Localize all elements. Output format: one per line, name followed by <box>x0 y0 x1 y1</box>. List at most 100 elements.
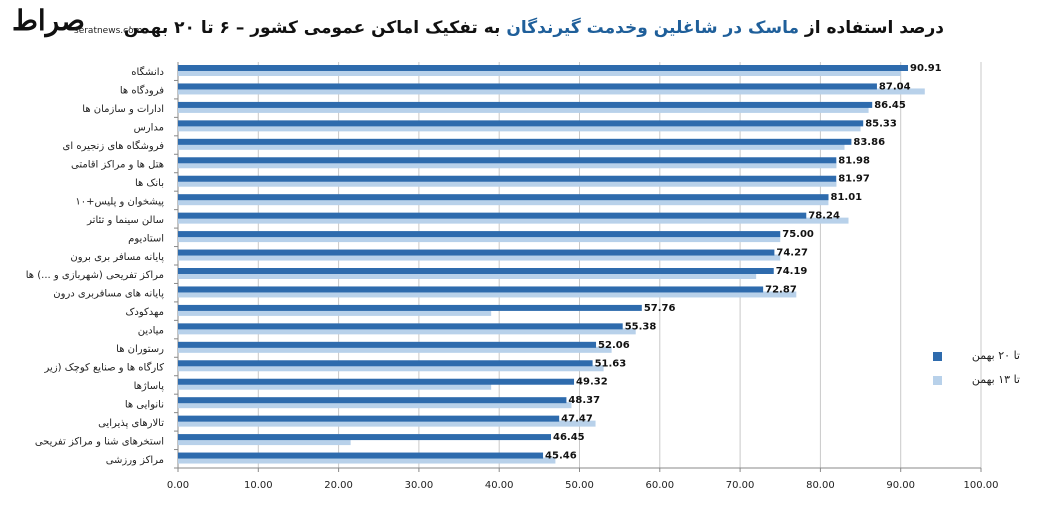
bar-series-1 <box>178 83 877 90</box>
bar-series-2 <box>178 309 492 316</box>
bar-chart: 0.00 10.00 20.00 30.00 40.00 50.00 60.00 70.00 8… <box>26 62 999 491</box>
bar-series-2 <box>178 402 572 409</box>
x-tick-label: 40.00 <box>485 480 514 491</box>
bar-series-1 <box>178 175 837 182</box>
data-label: 48.37 <box>568 395 600 406</box>
bar-series-1 <box>178 138 852 145</box>
bar-series-1 <box>178 157 837 164</box>
y-category-label: مراکز ورزشی <box>106 455 164 466</box>
x-tick-label: 0.00 <box>167 480 189 491</box>
data-label: 75.00 <box>782 229 814 240</box>
y-category-label: دانشگاه <box>131 66 164 78</box>
data-label: 47.47 <box>561 414 593 425</box>
bar-series-2 <box>178 273 757 279</box>
data-label: 55.38 <box>625 321 657 332</box>
bar-series-2 <box>178 180 837 187</box>
y-category-label: پایانه های مسافربری درون <box>53 289 164 300</box>
y-category-label: تالارهای پذیرایی <box>98 418 164 429</box>
y-category-label: پایانه مسافر بری برون <box>70 252 164 263</box>
bar-series-1 <box>178 341 597 348</box>
title-part-1: درصد استفاده از <box>799 18 944 38</box>
legend-swatch-series-2 <box>933 376 942 385</box>
legend-item-series-2: تا ۱۳ بهمن <box>920 372 1020 396</box>
data-label: 85.33 <box>865 118 897 129</box>
bar-series-2 <box>178 420 596 427</box>
bar-series-1 <box>178 249 775 256</box>
chart-title: درصد استفاده از ماسک در شاغلین وخدمت گیر… <box>124 18 944 38</box>
x-tick-label: 70.00 <box>726 480 755 491</box>
data-label: 87.04 <box>879 81 911 92</box>
legend-swatch-series-1 <box>933 352 942 361</box>
data-label: 74.19 <box>776 266 808 277</box>
bar-series-2 <box>178 70 901 76</box>
bar-series-2 <box>178 346 612 353</box>
y-category-label: مراکز تفریحی (شهربازی و ...) ها <box>26 270 164 281</box>
legend-label-series-1: تا ۲۰ بهمن <box>971 349 1020 362</box>
bar-series-2 <box>178 365 604 372</box>
x-tick-label: 50.00 <box>565 480 594 491</box>
bar-series-2 <box>178 254 781 261</box>
bar-series-1 <box>178 65 909 71</box>
x-tick-label: 90.00 <box>886 480 915 491</box>
data-label: 49.32 <box>576 377 608 388</box>
data-label: 86.45 <box>874 100 906 111</box>
x-tick-label: 80.00 <box>806 480 835 491</box>
bar-series-1 <box>178 397 567 404</box>
legend-item-series-1: تا ۲۰ بهمن <box>920 348 1020 372</box>
bar-series-1 <box>178 212 807 219</box>
bar-series-1 <box>178 452 544 459</box>
data-label: 72.87 <box>765 284 797 295</box>
bar-series-2 <box>178 236 781 243</box>
y-category-label: هتل ها و مراکز اقامتی <box>71 160 164 171</box>
site-logo: صراط seratnews.com <box>8 4 158 46</box>
y-category-label: استادیوم <box>128 233 164 244</box>
bar-series-2 <box>178 439 351 446</box>
logo-mark: صراط <box>12 4 85 37</box>
data-label: 52.06 <box>598 340 630 351</box>
y-category-label: نانوایی ها <box>125 399 164 410</box>
y-category-label: ادارات و سازمان ها <box>82 104 164 115</box>
bar-series-1 <box>178 231 781 238</box>
x-tick-label: 60.00 <box>645 480 674 491</box>
bar-series-1 <box>178 286 764 293</box>
y-category-label: فرودگاه ها <box>120 85 164 97</box>
bar-series-2 <box>178 125 861 132</box>
data-label: 83.86 <box>853 137 885 148</box>
bar-series-2 <box>178 291 797 298</box>
bar-series-2 <box>178 162 837 169</box>
x-tick-label: 20.00 <box>324 480 353 491</box>
y-category-label: رستوران ها <box>116 344 164 355</box>
bar-series-1 <box>178 120 864 127</box>
title-part-2: به تفکیک اماکن عمومی کشور – ۶ تا ۲۰ بهمن <box>123 18 507 38</box>
x-tick-label: 100.00 <box>964 480 999 491</box>
bar-series-1 <box>178 360 593 367</box>
data-label: 45.46 <box>545 451 577 462</box>
y-category-label: میادین <box>138 326 164 337</box>
y-category-label: بانک ها <box>135 178 164 189</box>
bar-series-2 <box>178 143 845 150</box>
y-category-label: پیشخوان و پلیس+۱۰ <box>75 196 164 207</box>
data-label: 74.27 <box>776 248 808 259</box>
bar-series-1 <box>178 323 623 330</box>
bar-series-1 <box>178 304 642 311</box>
y-category-label: کارگاه ها و صنایع کوچک (زیر <box>44 362 165 374</box>
y-category-label: پاساژها <box>134 381 165 392</box>
bar-series-2 <box>178 106 869 113</box>
data-label: 81.01 <box>831 192 863 203</box>
y-category-label: مدارس <box>134 123 164 134</box>
data-label: 90.91 <box>910 63 942 74</box>
y-category-label: فروشگاه های زنجیره ای <box>63 140 165 152</box>
bar-series-1 <box>178 378 575 385</box>
title-highlight: ماسک در شاغلین وخدمت گیرندگان <box>506 18 799 38</box>
data-label: 46.45 <box>553 432 585 443</box>
data-label: 51.63 <box>595 358 627 369</box>
y-category-label: مهدکودک <box>125 307 164 318</box>
logo-site-name: seratnews.com <box>74 26 143 36</box>
legend-label-series-2: تا ۱۳ بهمن <box>971 373 1020 386</box>
bar-series-2 <box>178 457 556 464</box>
bar-series-1 <box>178 194 829 201</box>
chart-area: 0.00 10.00 20.00 30.00 40.00 50.00 60.00 70.00 8… <box>0 50 1038 528</box>
chart-legend: تا ۲۰ بهمن تا ۱۳ بهمن <box>920 348 1020 396</box>
bar-series-1 <box>178 101 873 108</box>
bar-series-1 <box>178 268 774 274</box>
